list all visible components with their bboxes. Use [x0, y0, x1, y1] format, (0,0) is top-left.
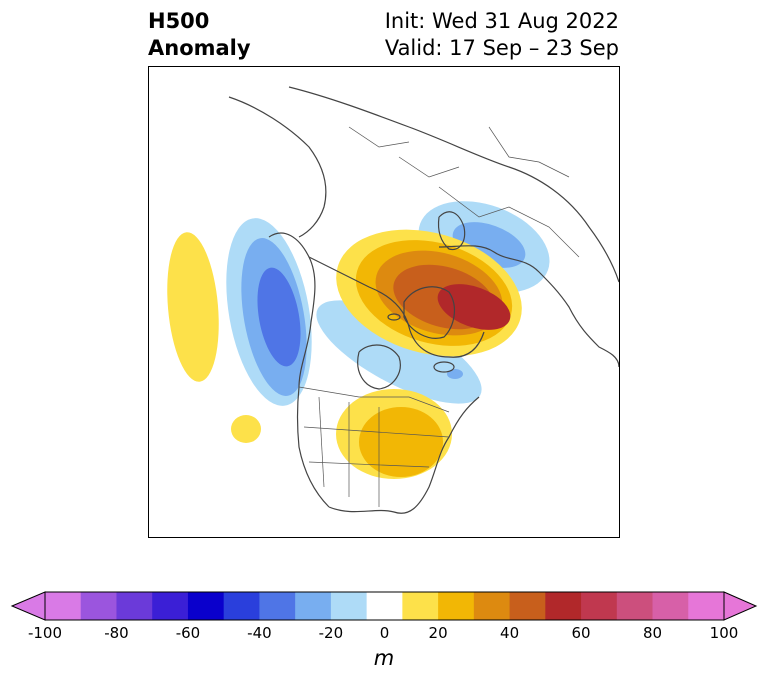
colorbar-tick-label: -100: [27, 624, 63, 642]
colorbar-segment: [438, 592, 475, 620]
colorbar-tick-label: 0: [379, 624, 390, 642]
colorbar-segment: [545, 592, 582, 620]
anomaly-contour: [359, 407, 443, 477]
colorbar-under-arrow: [10, 591, 46, 621]
colorbar-segment: [223, 592, 260, 620]
colorbar-segment: [473, 592, 511, 620]
anomaly-contour: [167, 232, 219, 382]
colorbar-segment: [80, 592, 117, 620]
anomaly-contour: [447, 369, 463, 379]
country-borders: [298, 126, 580, 507]
colorbar-segment: [116, 592, 153, 620]
colorbar-segment: [152, 592, 189, 620]
colorbar-tick-label: -40: [247, 624, 272, 642]
colorbar-frame: [44, 591, 725, 621]
colorbar-tick-label: 60: [571, 624, 591, 642]
anomaly-map: [167, 86, 619, 514]
plot-title-left: H500 Anomaly: [148, 8, 251, 62]
colorbar-unit-label: m: [373, 646, 395, 670]
anomaly-contour: [316, 300, 482, 404]
colorbar-segment: [581, 592, 618, 620]
colorbar-over-arrow: [723, 591, 758, 621]
colorbar-segment: [402, 592, 439, 620]
colorbar-tick-label: 20: [428, 624, 448, 642]
colorbar-segment: [616, 592, 654, 620]
colorbar-tick-label: 80: [642, 624, 663, 642]
colorbar-segment: [652, 592, 689, 620]
colorbar-tick-label: 40: [500, 624, 520, 642]
anomaly-contour: [257, 267, 301, 367]
anomaly-fills: [167, 201, 550, 479]
colorbar-tick-label: -60: [175, 624, 201, 642]
plot-title-right: Init: Wed 31 Aug 2022 Valid: 17 Sep – 23…: [385, 8, 619, 62]
coastlines: [228, 86, 619, 514]
colorbar-tick-label: -20: [318, 624, 344, 642]
title-field: Anomaly: [148, 36, 251, 60]
map-panel: [148, 66, 620, 538]
title-init-date: Init: Wed 31 Aug 2022: [384, 9, 619, 33]
colorbar-segment: [366, 592, 403, 620]
colorbar-segment: [259, 592, 296, 620]
colorbar-segment: [688, 592, 725, 620]
title-valid-range: Valid: 17 Sep – 23 Sep: [384, 36, 619, 60]
colorbar-segment: [295, 592, 332, 620]
anomaly-contour: [231, 415, 261, 443]
colorbar-segment: [45, 592, 82, 620]
colorbar-segment: [330, 592, 368, 620]
colorbar-tick-label: 100: [709, 624, 739, 642]
colorbar: [10, 591, 758, 621]
anomaly-contour: [437, 284, 511, 330]
colorbar-tick-label: -80: [104, 624, 129, 642]
colorbar-segment: [509, 592, 546, 620]
colorbar-segment: [187, 592, 225, 620]
title-variable: H500: [148, 9, 210, 33]
